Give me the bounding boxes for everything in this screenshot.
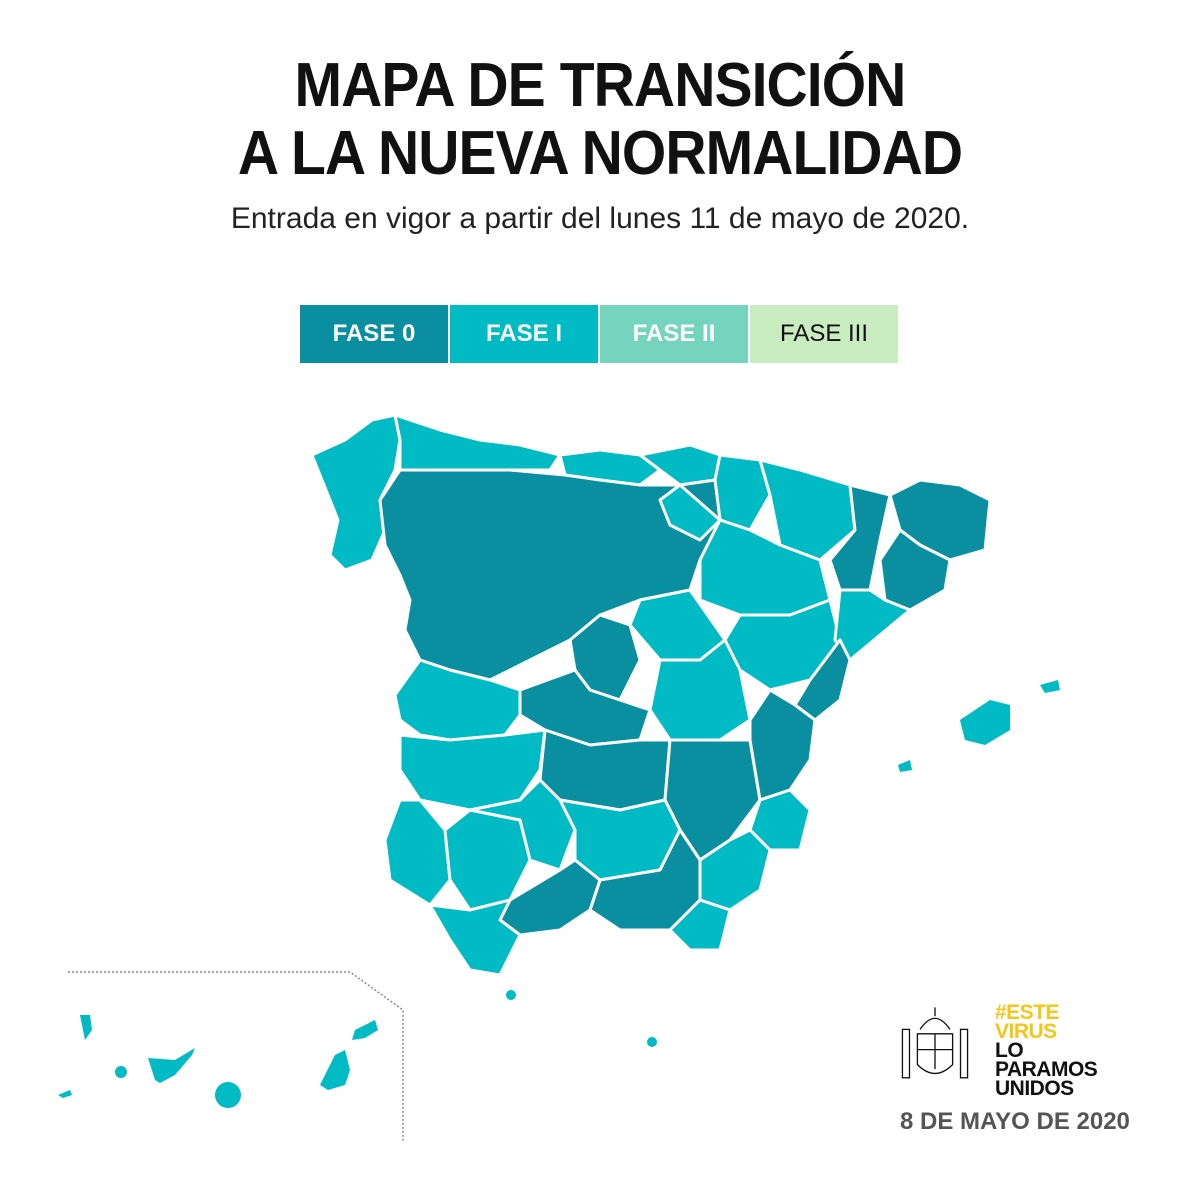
melilla: [647, 1037, 657, 1047]
title-line-1: MAPA DE TRANSICIÓN: [294, 51, 907, 120]
region-almeria: [668, 898, 732, 952]
region-la-rioja: [658, 483, 722, 542]
canary-islands: [58, 1015, 378, 1108]
slogan-line-4: PARAMOS: [995, 1058, 1098, 1081]
region-asturias: [393, 413, 562, 472]
slogan-line-2: VIRUS: [995, 1020, 1057, 1043]
region-pais-vasco: [638, 443, 722, 487]
legend-fase-2: FASE II: [600, 305, 748, 363]
legend-fase-3: FASE III: [750, 305, 898, 363]
region-cadiz: [428, 898, 522, 977]
canary-inset-border: [68, 971, 404, 1142]
ceuta: [506, 990, 516, 1000]
legend-fase-1: FASE I: [450, 305, 598, 363]
region-aragon-huesca: [758, 458, 857, 562]
slogan: #ESTE VIRUS LO PARAMOS UNIDOS: [995, 1001, 1098, 1100]
slogan-line-5: UNIDOS: [995, 1077, 1074, 1100]
region-toledo: [518, 668, 652, 747]
phase-legend: FASE 0 FASE I FASE II FASE III: [300, 305, 900, 363]
legend-fase-0: FASE 0: [300, 305, 448, 363]
region-barcelona: [878, 528, 952, 612]
page-title: MAPA DE TRANSICIÓN A LA NUEVA NORMALIDAD: [48, 52, 1152, 188]
balearic-islands: [898, 680, 1060, 772]
spain-coat-of-arms-icon: [901, 1007, 969, 1079]
region-huelva: [383, 798, 452, 907]
slogan-line-3: LO: [995, 1039, 1024, 1062]
subtitle: Entrada en vigor a partir del lunes 11 d…: [230, 202, 970, 235]
region-badajoz: [398, 728, 547, 812]
title-line-2: A LA NUEVA NORMALIDAD: [237, 119, 963, 188]
slogan-line-1: #ESTE: [995, 1001, 1060, 1024]
publication-date: 8 DE MAYO DE 2020: [900, 1108, 1130, 1135]
region-valencia: [748, 688, 817, 802]
